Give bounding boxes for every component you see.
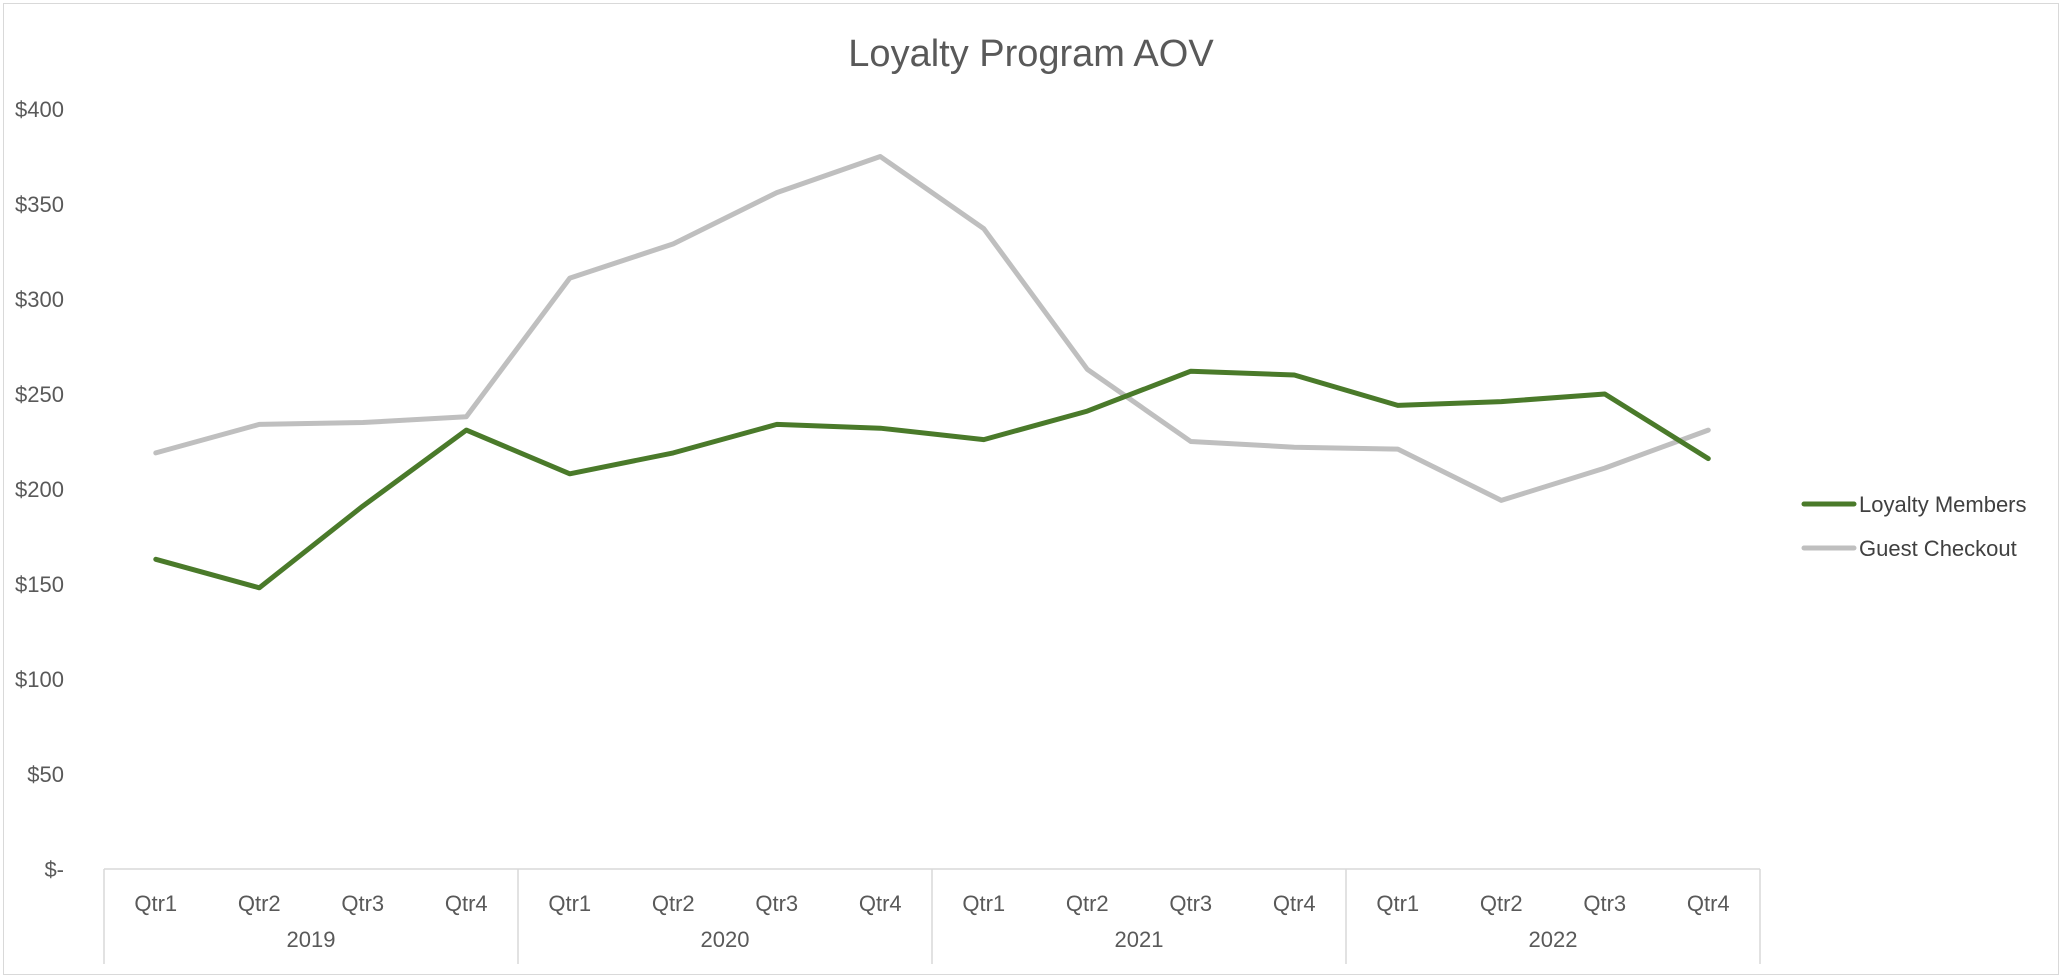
chart-title: Loyalty Program AOV (848, 33, 1214, 75)
x-tick-label: Qtr2 (652, 891, 695, 916)
x-tick-label: Qtr1 (134, 891, 177, 916)
x-group-label: 2021 (1115, 927, 1164, 952)
y-tick-label: $150 (15, 572, 64, 597)
x-tick-label: Qtr2 (1480, 891, 1523, 916)
y-tick-label: $200 (15, 477, 64, 502)
series-line-loyalty-members (153, 368, 1711, 591)
y-tick-label: $100 (15, 667, 64, 692)
x-group-label: 2022 (1529, 927, 1578, 952)
y-tick-label: $- (44, 857, 64, 882)
x-tick-label: Qtr2 (238, 891, 281, 916)
y-tick-label: $350 (15, 192, 64, 217)
x-tick-label: Qtr4 (859, 891, 902, 916)
x-tick-label: Qtr4 (445, 891, 488, 916)
y-tick-label: $250 (15, 382, 64, 407)
x-tick-label: Qtr4 (1687, 891, 1730, 916)
x-tick-label: Qtr2 (1066, 891, 1109, 916)
legend-label: Loyalty Members (1859, 492, 2027, 517)
x-group-label: 2020 (701, 927, 750, 952)
x-tick-label: Qtr1 (1376, 891, 1419, 916)
y-tick-label: $400 (15, 97, 64, 122)
x-group-label: 2019 (287, 927, 336, 952)
x-tick-label: Qtr3 (1169, 891, 1212, 916)
x-tick-label: Qtr4 (1273, 891, 1316, 916)
x-tick-label: Qtr3 (341, 891, 384, 916)
legend-label: Guest Checkout (1859, 536, 2017, 561)
x-tick-label: Qtr3 (755, 891, 798, 916)
x-tick-label: Qtr1 (962, 891, 1005, 916)
x-tick-label: Qtr1 (548, 891, 591, 916)
y-tick-label: $300 (15, 287, 64, 312)
series-line-guest-checkout (153, 154, 1711, 503)
y-tick-label: $50 (27, 762, 64, 787)
chart-area: Loyalty Program AOV $- $50 $100 $150 $200 $25… (3, 3, 2059, 975)
x-tick-label: Qtr3 (1583, 891, 1626, 916)
line-chart: Loyalty Program AOV $- $50 $100 $150 $200 $25… (15, 33, 2027, 964)
